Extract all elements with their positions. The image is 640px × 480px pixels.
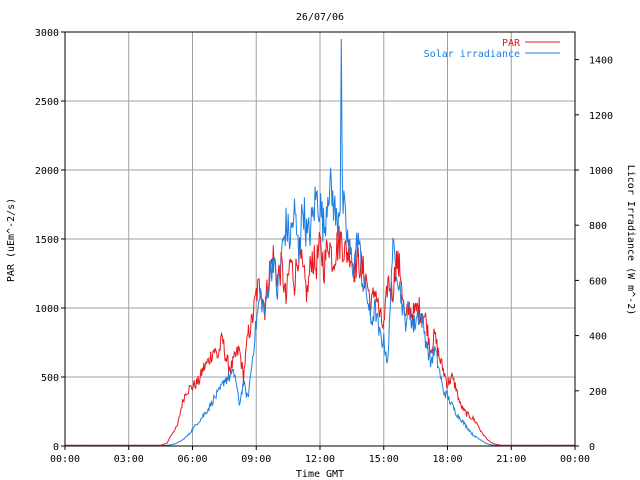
ticks: 00:00 03:00 06:00 09:00 12:00 15:00 18:00 21:00… bbox=[35, 28, 613, 465]
y-right-tick-label: 200 bbox=[589, 387, 607, 398]
x-tick-label: 00:00 bbox=[50, 454, 80, 465]
y-axis-label-right: Licor Irradiance (W m^-2) bbox=[625, 165, 636, 316]
y-right-tick-label: 1200 bbox=[589, 111, 613, 122]
y-left-tick-label: 2500 bbox=[35, 97, 59, 108]
x-tick-label: 09:00 bbox=[241, 454, 271, 465]
x-tick-label: 18:00 bbox=[432, 454, 462, 465]
y-right-tick-label: 1000 bbox=[589, 166, 613, 177]
y-right-tick-label: 800 bbox=[589, 221, 607, 232]
y-left-tick-label: 1000 bbox=[35, 304, 59, 315]
legend-label-par: PAR bbox=[502, 38, 521, 49]
y-left-tick-label: 0 bbox=[53, 442, 59, 453]
y-left-tick-label: 3000 bbox=[35, 28, 59, 39]
x-tick-label: 12:00 bbox=[305, 454, 335, 465]
y-axis-label-left: PAR (uEm^-2/s) bbox=[6, 198, 17, 282]
x-tick-label: 06:00 bbox=[177, 454, 207, 465]
x-tick-label: 15:00 bbox=[369, 454, 399, 465]
y-right-tick-label: 0 bbox=[589, 442, 595, 453]
plot-frame bbox=[64, 31, 576, 447]
x-tick-label: 03:00 bbox=[114, 454, 144, 465]
y-right-tick-label: 400 bbox=[589, 332, 607, 343]
chart-title: 26/07/06 bbox=[296, 12, 344, 23]
x-tick-label: 00:00 bbox=[560, 454, 590, 465]
legend: PAR Solar irradiance bbox=[424, 38, 560, 60]
y-left-tick-label: 500 bbox=[41, 373, 59, 384]
x-tick-label: 21:00 bbox=[496, 454, 526, 465]
y-left-tick-label: 2000 bbox=[35, 166, 59, 177]
y-left-tick-label: 1500 bbox=[35, 235, 59, 246]
legend-label-solar-irradiance: Solar irradiance bbox=[424, 49, 520, 60]
y-right-tick-label: 1400 bbox=[589, 56, 613, 67]
x-axis-label: Time GMT bbox=[296, 469, 344, 480]
y-right-tick-label: 600 bbox=[589, 276, 607, 287]
grid bbox=[65, 32, 575, 446]
